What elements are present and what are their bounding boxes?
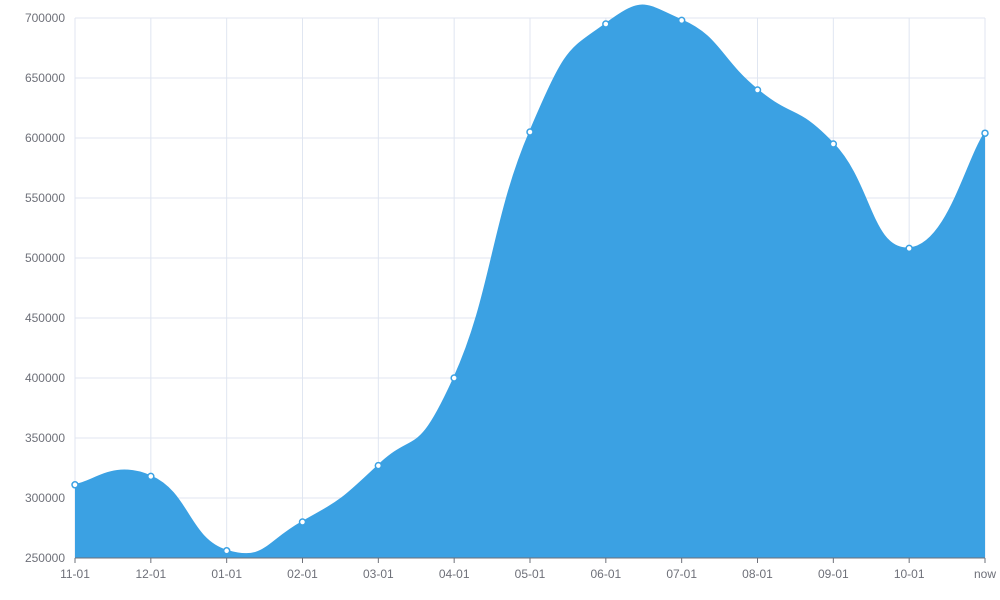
data-point	[300, 519, 306, 525]
data-point	[603, 21, 609, 27]
x-axis-label: now	[974, 567, 996, 581]
y-axis-label: 350000	[25, 431, 65, 445]
data-point	[527, 129, 533, 135]
x-axis-label: 03-01	[363, 567, 394, 581]
data-point	[451, 375, 457, 381]
data-point	[72, 482, 78, 488]
y-axis-label: 400000	[25, 371, 65, 385]
y-axis-label: 700000	[25, 11, 65, 25]
x-axis-label: 02-01	[287, 567, 318, 581]
data-point	[830, 141, 836, 147]
data-point	[982, 130, 988, 136]
data-point	[755, 87, 761, 93]
x-axis-label: 01-01	[211, 567, 242, 581]
y-axis-label: 250000	[25, 551, 65, 565]
area-chart: 250000 300000 350000 400000 450000 500000 5500…	[0, 0, 1000, 600]
x-axis-label: 09-01	[818, 567, 849, 581]
data-point	[906, 245, 912, 251]
y-axis-label: 650000	[25, 71, 65, 85]
y-axis-label: 300000	[25, 491, 65, 505]
data-point	[375, 463, 381, 469]
y-axis-label: 500000	[25, 251, 65, 265]
y-axis-label: 600000	[25, 131, 65, 145]
x-axis-label: 08-01	[742, 567, 773, 581]
x-axis-label: 07-01	[666, 567, 697, 581]
x-axis-label: 12-01	[135, 567, 166, 581]
data-point	[224, 548, 230, 554]
y-axis-label: 450000	[25, 311, 65, 325]
data-point	[679, 17, 685, 23]
x-axis-label: 06-01	[590, 567, 621, 581]
x-axis-label: 04-01	[439, 567, 470, 581]
x-axis-label: 05-01	[515, 567, 546, 581]
x-axis-label: 11-01	[60, 567, 90, 581]
x-axis-label: 10-01	[894, 567, 925, 581]
data-point	[148, 473, 154, 479]
y-axis-label: 550000	[25, 191, 65, 205]
